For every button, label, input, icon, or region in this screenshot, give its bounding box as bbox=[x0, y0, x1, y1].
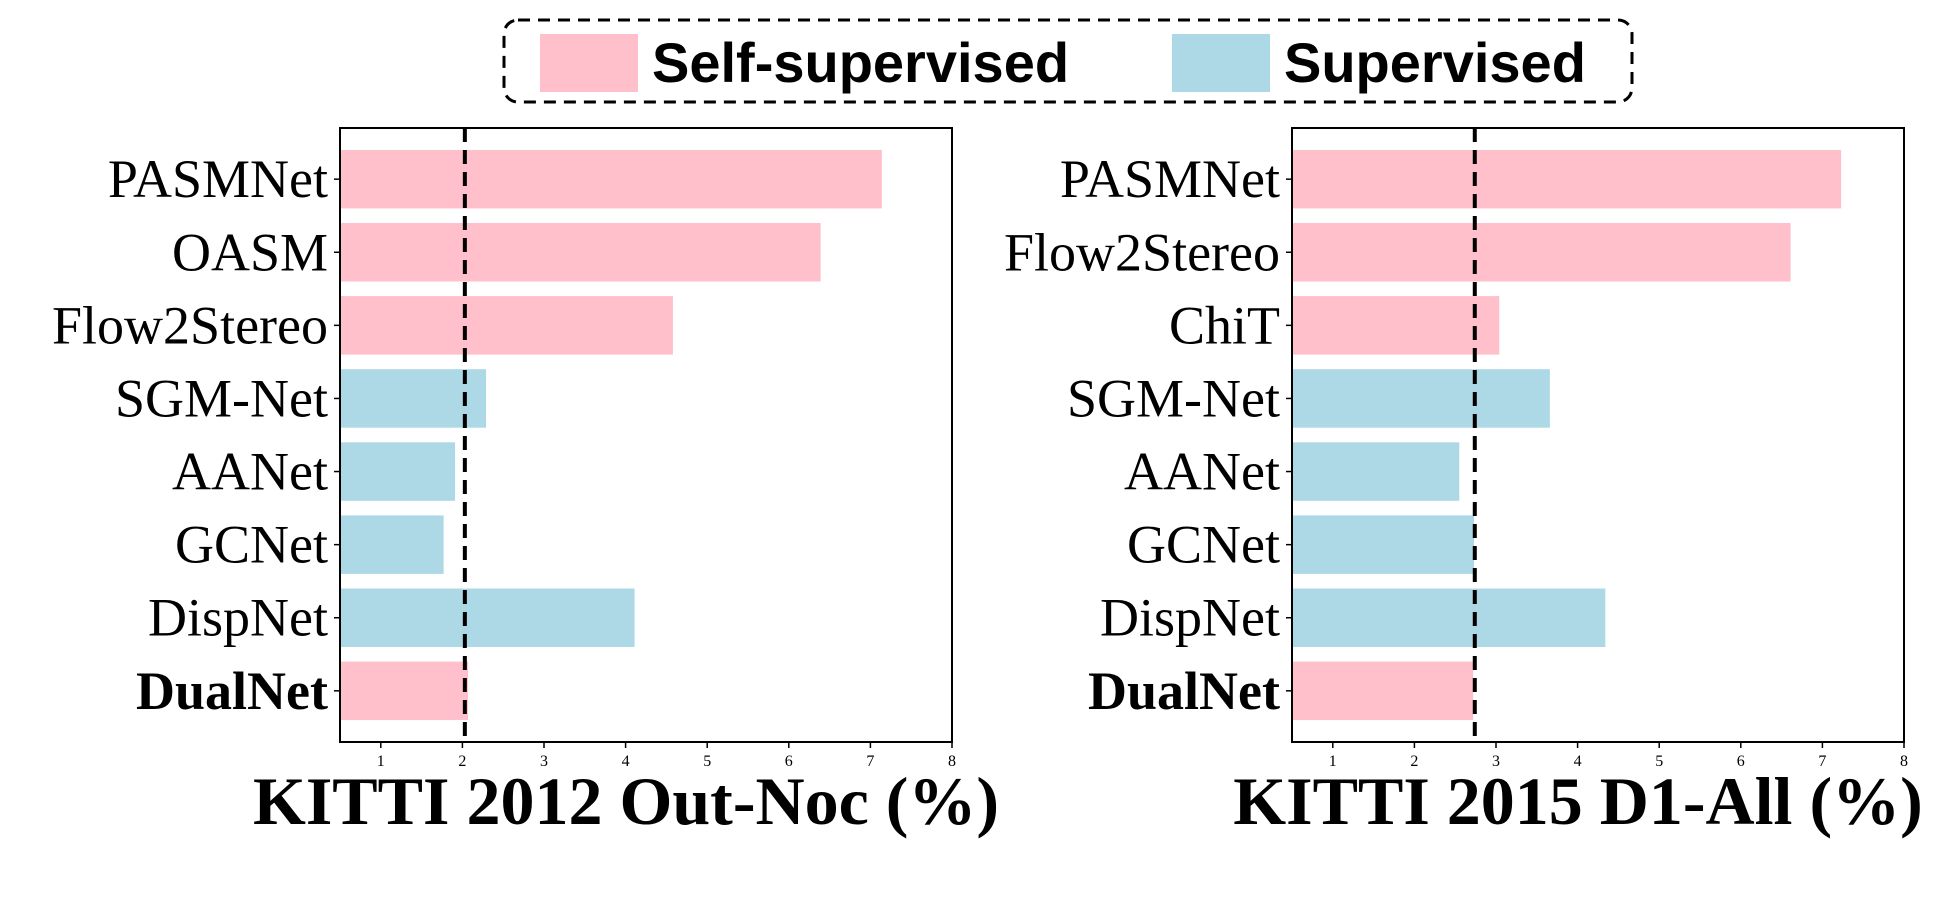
xtick-label: 3 bbox=[1492, 753, 1500, 770]
ytick-label-dualnet: DualNet bbox=[1088, 661, 1280, 721]
bar-aanet bbox=[340, 442, 456, 501]
bar-sgm-net bbox=[1292, 369, 1550, 428]
bar-dispnet bbox=[1292, 588, 1606, 647]
xtick-label: 6 bbox=[785, 753, 793, 770]
ytick-label-sgm-net: SGM-Net bbox=[115, 368, 328, 428]
ytick-label-flow2stereo: Flow2Stereo bbox=[52, 295, 328, 355]
legend-frame bbox=[502, 18, 1634, 104]
xtick-label: 5 bbox=[703, 753, 711, 770]
xtick-label: 8 bbox=[948, 753, 956, 770]
ytick-label-flow2stereo: Flow2Stereo bbox=[1004, 222, 1280, 282]
plot-frame bbox=[1291, 127, 1905, 743]
bar-chit bbox=[1292, 296, 1500, 355]
legend-label-self-supervised: Self-supervised bbox=[652, 31, 1069, 94]
ytick-label-gcnet: GCNet bbox=[175, 515, 328, 575]
xtick-label: 7 bbox=[1818, 753, 1826, 770]
x-axis-label: KITTI 2015 D1-All (%) bbox=[1233, 763, 1922, 839]
xtick-label: 1 bbox=[377, 753, 385, 770]
bar-gcnet bbox=[340, 515, 444, 574]
ytick-label-dispnet: DispNet bbox=[1100, 588, 1280, 648]
bar-flow2stereo bbox=[340, 296, 673, 355]
bar-sgm-net bbox=[340, 369, 487, 428]
bar-pasmnet bbox=[340, 149, 882, 209]
bar-dispnet bbox=[340, 588, 635, 647]
xtick-label: 4 bbox=[1574, 753, 1582, 770]
ytick-label-dualnet: DualNet bbox=[136, 661, 328, 721]
xtick-label: 6 bbox=[1737, 753, 1745, 770]
ytick-label-oasm: OASM bbox=[172, 222, 328, 282]
bar-flow2stereo bbox=[1292, 223, 1791, 282]
xtick-label: 1 bbox=[1329, 753, 1337, 770]
ytick-label-pasmnet: PASMNet bbox=[108, 149, 328, 209]
ytick-label-sgm-net: SGM-Net bbox=[1067, 368, 1280, 428]
bar-oasm bbox=[340, 223, 821, 282]
xtick-label: 2 bbox=[1410, 753, 1418, 770]
ytick-label-aanet: AANet bbox=[1124, 442, 1280, 502]
legend-swatch-self-supervised bbox=[540, 34, 638, 92]
xtick-label: 3 bbox=[540, 753, 548, 770]
ytick-label-chit: ChiT bbox=[1169, 295, 1280, 355]
legend-label-supervised: Supervised bbox=[1284, 31, 1586, 94]
legend-swatch-supervised bbox=[1172, 34, 1270, 92]
xtick-label: 8 bbox=[1900, 753, 1908, 770]
chart-kitti-2012: PASMNet OASM Flow2Stereo SGM-Net AANet GCNet D… bbox=[52, 127, 999, 839]
bar-pasmnet bbox=[1292, 149, 1842, 209]
xtick-label: 5 bbox=[1655, 753, 1663, 770]
bar-dualnet bbox=[1292, 661, 1474, 721]
ytick-label-pasmnet: PASMNet bbox=[1060, 149, 1280, 209]
bar-aanet bbox=[1292, 442, 1460, 501]
legend: Self-supervised Supervised bbox=[502, 18, 1634, 104]
xtick-label: 2 bbox=[458, 753, 466, 770]
bar-gcnet bbox=[1292, 515, 1474, 574]
chart-kitti-2015: PASMNet Flow2Stereo ChiT SGM-Net AANet GCNet D… bbox=[1004, 127, 1923, 839]
ytick-label-dispnet: DispNet bbox=[148, 588, 328, 648]
xtick-label: 4 bbox=[622, 753, 630, 770]
ytick-label-gcnet: GCNet bbox=[1127, 515, 1280, 575]
ytick-label-aanet: AANet bbox=[172, 442, 328, 502]
x-axis-label: KITTI 2012 Out-Noc (%) bbox=[253, 763, 999, 839]
xtick-label: 7 bbox=[866, 753, 874, 770]
plot-frame bbox=[339, 127, 953, 743]
bar-dualnet bbox=[340, 661, 469, 721]
